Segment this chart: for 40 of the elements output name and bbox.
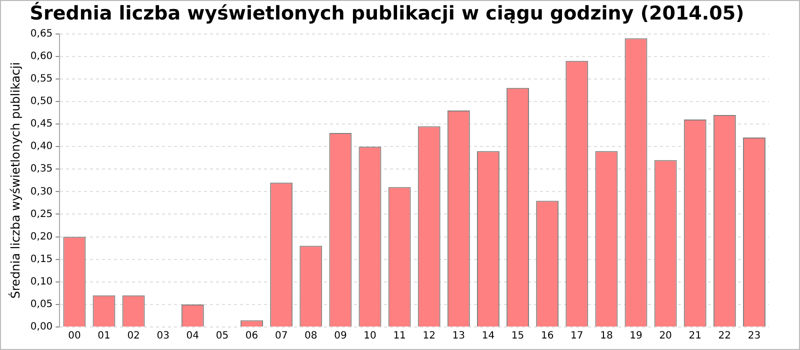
y-tick-label: 0,50: [30, 96, 53, 108]
x-tick-label: 02: [127, 330, 140, 342]
x-tick-label: 19: [630, 330, 642, 342]
y-axis-title: Średnia liczba wyświetlonych publikacji: [7, 62, 22, 299]
x-tick-label: 16: [540, 330, 554, 342]
x-tick-label: 21: [688, 330, 702, 342]
y-tick-label: 0,60: [30, 50, 53, 62]
x-tick-label: 07: [274, 330, 288, 342]
x-tick-label: 04: [186, 330, 200, 342]
y-tick-label: 0,15: [30, 254, 53, 265]
y-tick-label: 0,20: [30, 231, 53, 242]
x-tick-label: 22: [718, 330, 732, 342]
x-tick-label: 20: [659, 330, 672, 342]
y-tick-label: 0,65: [30, 28, 53, 40]
x-tick-label: 05: [216, 330, 229, 342]
y-tick-label: 0,45: [30, 118, 53, 130]
x-tick-label: 18: [600, 330, 613, 342]
y-tick-label: 0,35: [30, 164, 53, 175]
x-tick-label: 15: [511, 330, 524, 342]
x-tick-label: 11: [393, 330, 406, 342]
x-tick-label: 10: [364, 330, 376, 342]
chart-title: Średnia liczba wyświetlonych publikacji w ciągu godziny (2014.05): [30, 1, 744, 24]
x-tick-label: 06: [245, 330, 258, 342]
x-tick-label: 03: [156, 330, 170, 342]
x-tick-label: 17: [570, 330, 584, 342]
x-tick-label: 23: [748, 330, 761, 342]
x-tick-label: 13: [452, 330, 466, 342]
x-tick-label: 01: [98, 330, 110, 342]
y-tick-label: 0,10: [30, 276, 53, 288]
x-tick-label: 12: [422, 330, 436, 342]
y-tick-label: 0,40: [30, 141, 53, 152]
x-tick-label: 14: [482, 330, 495, 342]
y-tick-label: 0,05: [30, 299, 53, 310]
y-tick-label: 0,55: [30, 74, 53, 84]
y-tick-label: 0,30: [30, 186, 53, 198]
y-tick-label: 0,25: [30, 208, 53, 220]
x-tick-label: 08: [304, 330, 318, 342]
x-tick-label: 09: [334, 330, 347, 342]
y-tick-label: 0,00: [30, 322, 53, 333]
x-tick-label: 00: [68, 330, 81, 342]
